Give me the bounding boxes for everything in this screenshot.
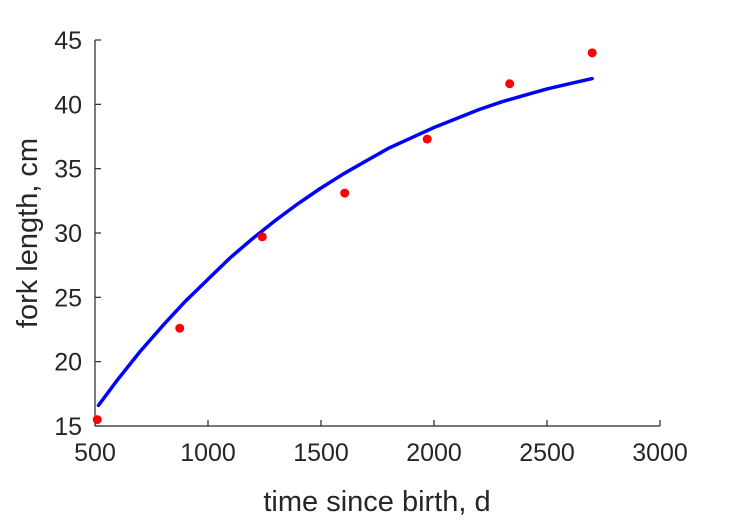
y-tick-label: 20 [54,349,82,377]
x-tick-label: 3000 [632,439,688,467]
series-layer [92,48,597,425]
data-point [587,48,597,58]
data-point [257,232,267,242]
fit-curve [96,76,594,408]
x-tick-label: 2000 [406,439,462,467]
x-tick-label: 1500 [293,439,349,467]
data-point [92,415,102,425]
x-tick-label: 2500 [519,439,575,467]
y-tick-label: 30 [54,220,82,248]
y-tick-label: 35 [54,156,82,184]
y-ticks: 15 20 25 30 35 40 45 [54,27,101,441]
x-ticks: 500 1000 1500 2000 2500 3000 [74,420,688,467]
data-point [422,134,432,144]
x-tick-label: 1000 [180,439,236,467]
data-point [505,79,515,89]
y-tick-label: 45 [54,27,82,55]
x-axis-label: time since birth, d [263,486,490,518]
y-tick-label: 15 [54,413,82,441]
y-tick-label: 40 [54,91,82,119]
data-point [175,323,185,333]
y-tick-label: 25 [54,284,82,312]
data-point [340,188,350,198]
axes [94,40,660,427]
y-axis-label: fork length, cm [12,138,44,328]
x-tick-label: 500 [74,439,116,467]
